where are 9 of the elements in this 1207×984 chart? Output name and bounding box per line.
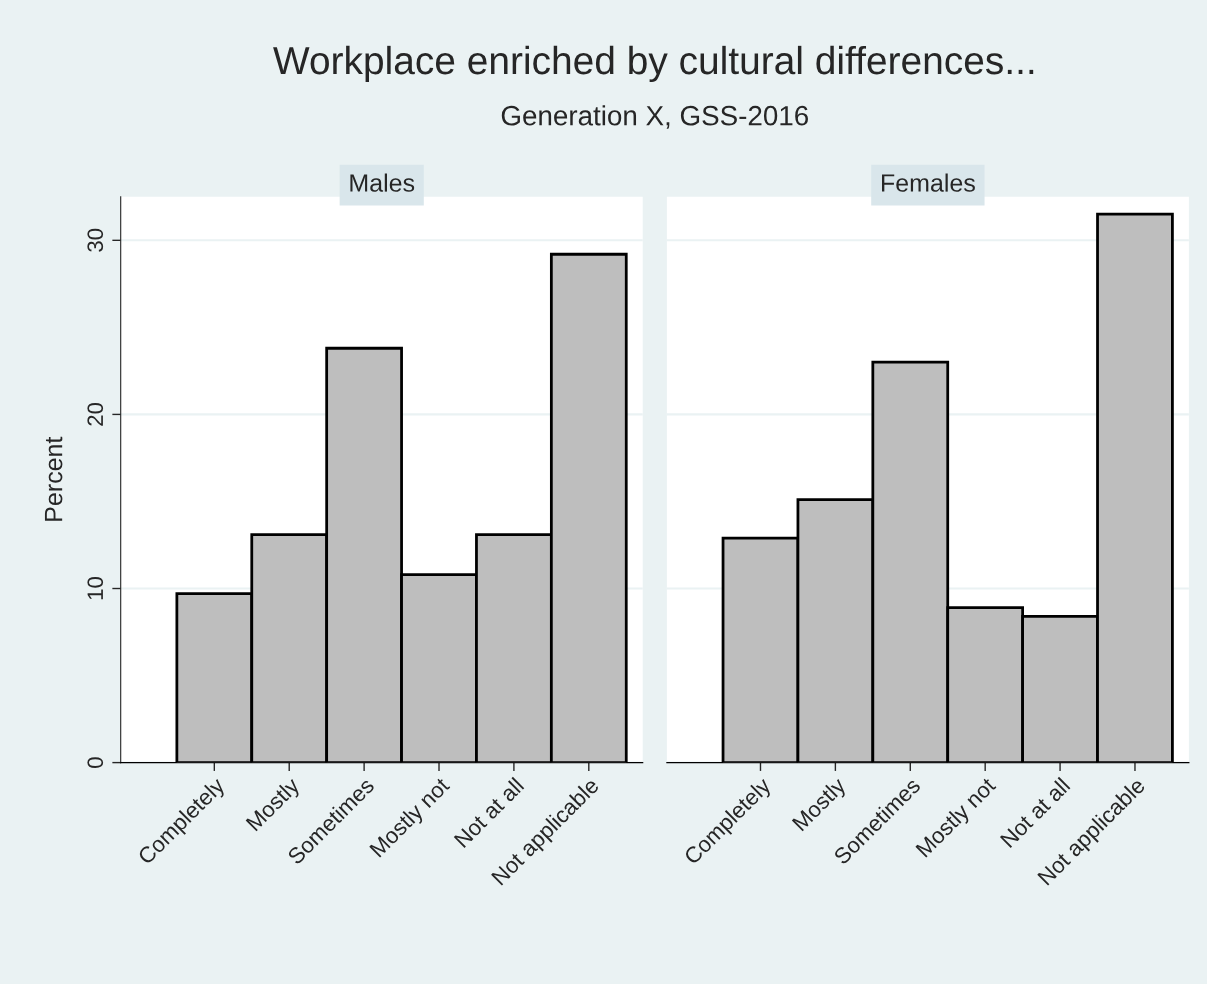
- y-axis-title: Percent: [44, 436, 63, 521]
- text: Females: [882, 173, 975, 192]
- y-tick-label: 10: [87, 577, 104, 600]
- y-tick-label: 20: [87, 402, 104, 426]
- y-tick-label: 30: [87, 228, 104, 252]
- chart-title: Workplace enriched by cultural differences...: [273, 45, 1034, 83]
- y-tick-label: 0: [87, 757, 104, 768]
- chart-subtitle: Generation X, GSS-2016: [501, 105, 808, 129]
- text: Males: [350, 173, 415, 192]
